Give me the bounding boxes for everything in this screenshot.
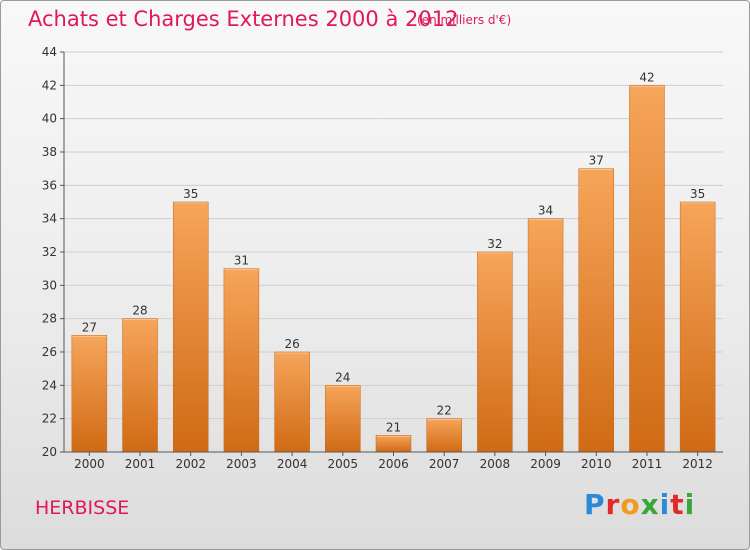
bar bbox=[122, 318, 158, 453]
bar-value-label: 28 bbox=[132, 304, 147, 318]
bar bbox=[527, 218, 564, 453]
bar bbox=[578, 168, 615, 453]
bar bbox=[629, 85, 665, 453]
y-tick-label: 34 bbox=[42, 212, 57, 226]
proxiti-logo: Proxiti bbox=[584, 488, 695, 521]
x-tick-label: 2001 bbox=[125, 457, 156, 471]
x-tick-label: 2006 bbox=[378, 457, 409, 471]
bar bbox=[325, 385, 361, 453]
bar-value-label: 22 bbox=[437, 404, 452, 418]
y-tick-label: 22 bbox=[42, 412, 57, 426]
y-tick-label: 40 bbox=[42, 112, 57, 126]
bar bbox=[223, 268, 260, 453]
chart-title: Achats et Charges Externes 2000 à 2012 bbox=[28, 7, 459, 31]
x-tick-label: 2003 bbox=[226, 457, 257, 471]
x-tick-label: 2007 bbox=[429, 457, 460, 471]
x-tick-label: 2004 bbox=[277, 457, 308, 471]
bar-value-label: 35 bbox=[183, 187, 198, 201]
y-tick-label: 44 bbox=[42, 45, 57, 59]
y-tick-label: 26 bbox=[42, 345, 57, 359]
bar bbox=[679, 201, 716, 453]
bar-value-label: 24 bbox=[335, 370, 350, 384]
x-tick-label: 2005 bbox=[328, 457, 359, 471]
y-tick-label: 20 bbox=[42, 445, 57, 459]
y-tick-label: 38 bbox=[42, 145, 57, 159]
bar-value-label: 42 bbox=[639, 70, 654, 84]
y-tick-label: 32 bbox=[42, 245, 57, 259]
bar-value-label: 32 bbox=[487, 237, 502, 251]
bar-value-label: 27 bbox=[82, 320, 97, 334]
logo-letter: r bbox=[605, 488, 621, 521]
x-tick-label: 2008 bbox=[480, 457, 511, 471]
bar-value-label: 34 bbox=[538, 204, 553, 218]
bar-value-label: 26 bbox=[284, 337, 299, 351]
logo-letter: i bbox=[659, 488, 671, 521]
y-tick-label: 30 bbox=[42, 278, 57, 292]
bar-value-label: 37 bbox=[589, 154, 604, 168]
y-tick-label: 28 bbox=[42, 312, 57, 326]
x-tick-label: 2002 bbox=[175, 457, 206, 471]
y-tick-label: 42 bbox=[42, 78, 57, 92]
x-tick-label: 2000 bbox=[74, 457, 105, 471]
bar-value-label: 35 bbox=[690, 187, 705, 201]
x-tick-label: 2011 bbox=[632, 457, 663, 471]
bar bbox=[274, 351, 310, 453]
bar bbox=[426, 418, 462, 453]
y-tick-label: 36 bbox=[42, 178, 57, 192]
y-tick-label: 24 bbox=[42, 378, 57, 392]
logo-letter: o bbox=[620, 488, 641, 521]
bar bbox=[477, 251, 513, 453]
bar bbox=[172, 201, 209, 453]
chart-subtitle: (en milliers d'€) bbox=[417, 13, 512, 27]
logo-letter: x bbox=[640, 488, 660, 521]
x-tick-label: 2009 bbox=[530, 457, 561, 471]
logo-letter: t bbox=[670, 488, 685, 521]
x-tick-label: 2012 bbox=[682, 457, 713, 471]
logo-letter: i bbox=[684, 488, 696, 521]
bar bbox=[375, 435, 412, 453]
bar-value-label: 21 bbox=[386, 420, 401, 434]
bar-value-label: 31 bbox=[234, 254, 249, 268]
x-tick-label: 2010 bbox=[581, 457, 612, 471]
logo-letter: P bbox=[584, 488, 606, 521]
bar bbox=[71, 335, 108, 453]
commune-name: HERBISSE bbox=[35, 497, 130, 519]
